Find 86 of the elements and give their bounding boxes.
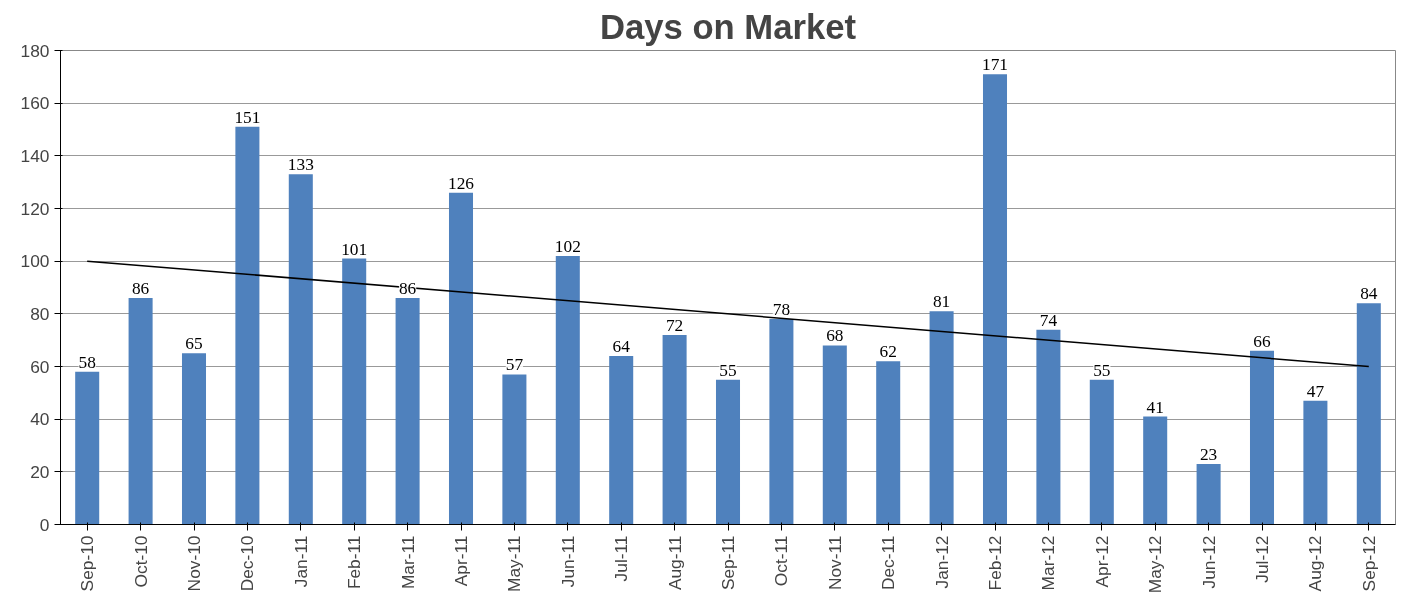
data-label: 41 <box>1146 397 1164 417</box>
data-label: 57 <box>505 355 524 375</box>
x-tick-label: Aug-12 <box>1305 535 1326 592</box>
data-label: 86 <box>398 279 417 299</box>
y-tick-label: 160 <box>20 93 50 114</box>
x-tick-label: Mar-12 <box>1038 535 1059 591</box>
data-label: 68 <box>826 326 844 346</box>
bar <box>1303 400 1328 525</box>
x-tick-label: Nov-10 <box>184 535 204 592</box>
bar <box>395 298 420 525</box>
bar <box>1249 350 1275 525</box>
data-label: 55 <box>719 360 737 380</box>
bar <box>609 355 634 525</box>
y-tick-label: 100 <box>20 251 50 272</box>
bar <box>1089 379 1114 525</box>
data-label: 65 <box>185 334 203 354</box>
y-tick-label: 140 <box>20 145 50 166</box>
data-label: 81 <box>932 292 951 312</box>
bar <box>1036 329 1061 525</box>
y-tick-label: 180 <box>20 40 50 61</box>
data-label: 102 <box>554 236 581 256</box>
x-tick-label: Jan-11 <box>290 535 311 588</box>
bar <box>662 334 687 525</box>
y-tick-label: 40 <box>30 409 50 430</box>
x-tick-label: Mar-11 <box>397 535 418 590</box>
bar <box>235 126 260 525</box>
x-tick-label: Feb-12 <box>985 535 1005 591</box>
bar <box>342 258 367 525</box>
x-tick-label: Sep-10 <box>77 535 98 592</box>
x-tick-label: Sep-11 <box>718 535 738 591</box>
x-tick-label: Aug-11 <box>664 535 685 591</box>
data-label: 72 <box>665 315 684 335</box>
x-tick-label: Jul-11 <box>611 535 632 582</box>
data-label: 58 <box>78 352 96 372</box>
bar <box>1196 463 1221 525</box>
x-tick-label: Apr-12 <box>1091 535 1112 588</box>
data-label: 84 <box>1360 284 1378 304</box>
x-tick-label: Oct-10 <box>130 535 151 588</box>
y-tick-label: 20 <box>30 461 50 482</box>
y-tick-label: 80 <box>30 303 50 324</box>
bar <box>75 371 100 525</box>
data-label: 55 <box>1093 360 1111 380</box>
data-label: 62 <box>879 342 897 362</box>
data-label: 86 <box>131 279 150 299</box>
bar <box>822 345 847 525</box>
bar <box>769 319 794 525</box>
data-label: 133 <box>287 155 314 175</box>
bar <box>876 361 901 525</box>
x-tick-label: May-11 <box>504 535 525 592</box>
data-label: 64 <box>612 336 631 356</box>
x-tick-label: Dec-11 <box>878 535 899 591</box>
x-tick-label: Jul-12 <box>1252 535 1272 583</box>
data-label: 171 <box>982 55 1008 75</box>
x-tick-label: Jan-12 <box>931 535 952 589</box>
bar <box>502 374 527 525</box>
bar <box>555 255 580 525</box>
chart-title: Days on Market <box>599 7 857 46</box>
bar <box>982 74 1008 525</box>
data-label: 101 <box>341 239 368 259</box>
x-tick-label: Sep-12 <box>1358 535 1379 592</box>
data-label: 126 <box>448 173 475 193</box>
bar <box>1143 416 1168 525</box>
x-tick-label: May-12 <box>1145 535 1166 594</box>
data-label: 151 <box>234 107 261 127</box>
x-tick-label: Oct-11 <box>771 535 792 587</box>
x-tick-label: Jun-12 <box>1198 535 1219 589</box>
bar <box>128 298 153 525</box>
bar <box>929 311 954 525</box>
x-tick-label: Feb-11 <box>344 535 365 590</box>
data-label: 47 <box>1306 381 1325 401</box>
data-label: 23 <box>1199 444 1218 464</box>
x-tick-label: Dec-10 <box>237 535 258 592</box>
data-label: 74 <box>1039 310 1058 330</box>
bar <box>715 379 741 525</box>
y-tick-label: 0 <box>39 514 50 535</box>
x-tick-label: Nov-11 <box>824 535 845 591</box>
y-tick-label: 60 <box>30 356 50 377</box>
bar <box>1356 303 1381 525</box>
y-tick-label: 120 <box>20 198 50 219</box>
x-tick-label: Jun-11 <box>557 535 578 588</box>
bar <box>448 192 474 525</box>
bar <box>181 353 207 525</box>
x-tick-label: Apr-11 <box>451 535 471 587</box>
data-label: 66 <box>1253 331 1271 351</box>
data-label: 78 <box>772 300 791 320</box>
bar <box>288 174 313 525</box>
